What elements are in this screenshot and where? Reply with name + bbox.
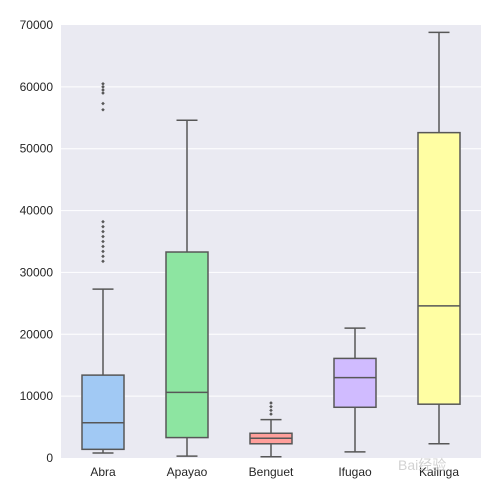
watermark-text: Bai经验 xyxy=(398,457,446,473)
outlier-point xyxy=(269,401,273,405)
y-tick-label: 10000 xyxy=(20,389,54,403)
boxes xyxy=(81,31,461,458)
outlier-point xyxy=(101,101,105,106)
x-axis: Abra Apayao Benguet Ifugao Kalinga xyxy=(90,465,459,479)
y-tick-label: 20000 xyxy=(20,327,54,341)
outlier-point xyxy=(101,234,105,239)
outlier-point xyxy=(101,229,105,234)
outlier-point xyxy=(101,91,105,95)
outlier-point xyxy=(101,107,105,112)
outlier-point xyxy=(269,412,273,416)
y-tick-label: 30000 xyxy=(20,265,54,279)
outlier-point xyxy=(101,85,105,89)
box-benguet xyxy=(249,401,293,458)
outlier-point xyxy=(101,239,105,244)
outlier-point xyxy=(101,219,105,224)
box-iqr xyxy=(417,131,461,405)
outlier-point xyxy=(101,254,105,259)
x-tick-label: Abra xyxy=(90,465,116,479)
outlier-point xyxy=(101,81,105,86)
box-iqr xyxy=(165,251,209,439)
x-tick-label: Kalinga xyxy=(419,465,459,479)
box-iqr xyxy=(333,357,377,409)
x-tick-label: Ifugao xyxy=(338,465,372,479)
outlier-point xyxy=(101,244,105,249)
outlier-point xyxy=(269,408,273,413)
outlier-point xyxy=(101,88,105,92)
y-tick-label: 0 xyxy=(46,451,53,465)
box-iqr xyxy=(81,374,125,451)
box-kalinga xyxy=(417,31,461,445)
outlier-point xyxy=(101,249,105,254)
box-abra xyxy=(81,81,125,454)
gridlines xyxy=(61,86,481,397)
box-ifugao xyxy=(333,327,377,453)
outlier-point xyxy=(101,224,105,229)
y-tick-label: 70000 xyxy=(20,18,54,32)
y-axis: 0 10000 20000 30000 40000 50000 60000 70000 xyxy=(20,18,54,465)
y-tick-label: 60000 xyxy=(20,80,54,94)
x-tick-label: Apayao xyxy=(167,465,208,479)
box-apayao xyxy=(165,119,209,457)
outlier-point xyxy=(101,259,105,264)
y-tick-label: 40000 xyxy=(20,204,54,218)
outlier-point xyxy=(269,404,273,409)
plot-area xyxy=(61,25,481,458)
y-tick-label: 50000 xyxy=(20,142,54,156)
x-tick-label: Benguet xyxy=(249,465,294,479)
